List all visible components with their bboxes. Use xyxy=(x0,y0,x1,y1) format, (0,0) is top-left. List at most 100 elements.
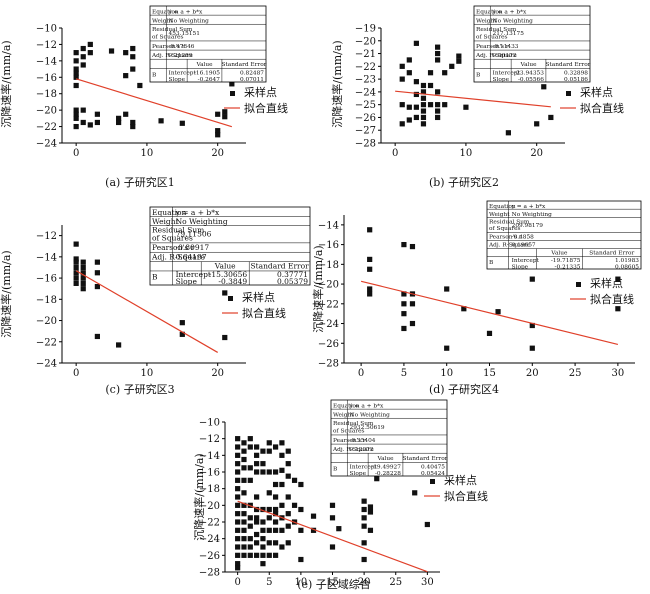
sample-point xyxy=(413,114,419,121)
panel-caption: (c) 子研究区3 xyxy=(105,382,174,396)
stats-adjr2-value: 0.12072 xyxy=(350,447,374,453)
sample-point xyxy=(247,444,253,450)
sample-point xyxy=(80,259,86,265)
x-tick-label: 15 xyxy=(483,368,496,379)
sample-point xyxy=(427,102,434,108)
sample-point xyxy=(241,440,247,446)
stats-weight-value: No Weighting xyxy=(512,212,553,218)
sample-point xyxy=(361,540,367,546)
sample-point xyxy=(80,54,86,60)
sample-point xyxy=(406,57,412,63)
sample-point xyxy=(241,477,247,483)
y-tick-label: −28 xyxy=(199,568,220,579)
sample-point xyxy=(399,63,405,69)
sample-point xyxy=(73,58,79,64)
stats-pearson-value: -0.11433 xyxy=(493,44,519,50)
sample-point xyxy=(222,114,228,120)
sample-point xyxy=(361,498,367,504)
sample-point xyxy=(80,62,86,68)
sample-point xyxy=(94,119,100,126)
sample-point xyxy=(409,243,416,250)
sample-point xyxy=(179,320,185,326)
sample-point xyxy=(130,119,136,126)
sample-point xyxy=(401,311,407,317)
sample-point xyxy=(73,123,79,130)
stats-rss-value: 79.11506 xyxy=(176,230,212,239)
panel-caption: (e) 子区域综合 xyxy=(297,577,371,591)
sample-point xyxy=(266,469,272,475)
sample-point xyxy=(80,286,86,292)
sample-point xyxy=(80,107,86,113)
sample-point xyxy=(235,544,241,550)
stats-intercept-label: Intercept xyxy=(350,464,378,470)
y-tick-label: −26 xyxy=(355,113,376,124)
legend-points-label: 采样点 xyxy=(244,85,277,99)
stats-weight-label: Weight xyxy=(476,19,497,25)
y-tick-label: −14 xyxy=(36,252,57,263)
sample-point xyxy=(420,121,427,127)
sample-point xyxy=(247,515,253,521)
stats-equation-value: y = a + b*x xyxy=(168,10,203,16)
stats-rss-label-2: of Squares xyxy=(152,234,193,243)
sample-point xyxy=(247,536,253,542)
sample-point xyxy=(495,309,501,315)
sample-point xyxy=(215,111,221,117)
y-tick-label: −16 xyxy=(318,240,339,251)
y-tick-label: −24 xyxy=(36,359,57,370)
sample-point xyxy=(179,331,185,337)
y-tick-label: −12 xyxy=(36,231,57,242)
x-tick-label: 10 xyxy=(141,368,154,379)
sample-point xyxy=(329,502,336,508)
sample-point xyxy=(444,345,450,351)
sample-point xyxy=(123,73,129,79)
stats-adjr2-value: 0.64197 xyxy=(176,252,207,261)
sample-point xyxy=(241,465,247,471)
sample-point xyxy=(272,511,279,517)
sample-point xyxy=(73,270,79,276)
sample-point xyxy=(442,70,448,76)
stats-equation-label: Equation xyxy=(152,208,187,217)
stats-intercept-label: Intercept xyxy=(493,70,521,76)
y-tick-label: −16 xyxy=(36,274,57,285)
stats-slope-value: -0.3849 xyxy=(218,277,247,286)
sample-point xyxy=(241,490,247,496)
y-tick-label: −22 xyxy=(199,518,220,529)
stats-value-header: Value xyxy=(195,62,213,68)
sample-point xyxy=(401,325,407,332)
sample-point xyxy=(367,291,373,297)
sample-point xyxy=(406,104,412,110)
sample-point xyxy=(73,70,79,76)
legend-line-label: 拟合直线 xyxy=(242,306,286,320)
stats-weight-value: No Weighting xyxy=(169,19,210,25)
stats-equation-label: Equation xyxy=(489,204,516,210)
sample-point xyxy=(260,544,266,550)
sample-point xyxy=(215,128,221,134)
stats-stderr-header: Standard Error xyxy=(545,62,590,68)
stats-rss-label: Residual Sum xyxy=(152,27,193,33)
stats-pearson-label: Pearson's r xyxy=(489,234,522,240)
sample-point xyxy=(529,345,535,351)
sample-point xyxy=(87,50,93,56)
sample-point xyxy=(285,448,291,454)
sample-point xyxy=(529,322,535,329)
y-tick-label: −26 xyxy=(318,339,339,350)
stats-adjr2-label: Adj. R-Square xyxy=(475,53,517,59)
sample-point xyxy=(254,540,260,546)
y-tick-label: −19 xyxy=(355,24,376,35)
sample-point xyxy=(241,448,247,454)
sample-point xyxy=(266,527,272,533)
stats-intercept-value: -15.30656 xyxy=(209,270,248,279)
sample-point xyxy=(229,81,235,87)
sample-point xyxy=(329,515,336,521)
sample-point xyxy=(235,477,241,483)
stats-equation-label: Equation xyxy=(333,404,360,410)
y-tick-label: −20 xyxy=(36,106,57,117)
stats-rss-value: 217.13175 xyxy=(493,31,525,37)
sample-point xyxy=(409,320,416,327)
sample-point xyxy=(427,70,434,76)
stats-intercept-value: -16.1905 xyxy=(194,70,220,76)
sample-point xyxy=(260,448,266,454)
sample-point xyxy=(266,440,272,446)
sample-point xyxy=(435,102,441,108)
sample-point xyxy=(247,477,253,483)
